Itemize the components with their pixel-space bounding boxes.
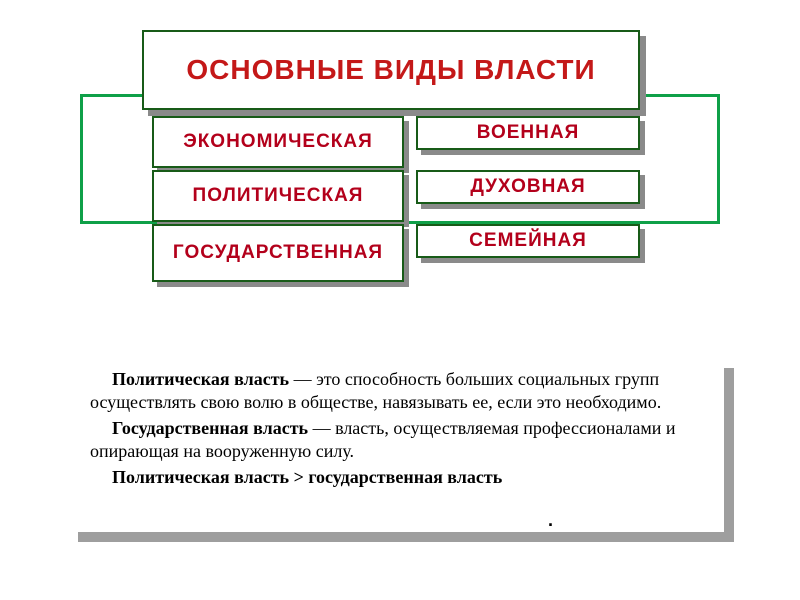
right-item-0: ВОЕННАЯ (416, 116, 640, 150)
left-item-1: ПОЛИТИЧЕСКАЯ (152, 170, 404, 222)
definition-political: Политическая власть — это способность бо… (90, 368, 706, 413)
right-item-2: СЕМЕЙНАЯ (416, 224, 640, 258)
power-types-diagram: ОСНОВНЫЕ ВИДЫ ВЛАСТИ ЭКОНОМИЧЕСКАЯПОЛИТИЧ… (80, 30, 720, 310)
definitions-panel: Политическая власть — это способность бо… (68, 358, 724, 532)
relation-statement: Политическая власть > государственная вл… (90, 466, 706, 489)
term-political: Политическая власть (112, 369, 289, 389)
definition-state: Государственная власть — власть, осущест… (90, 417, 706, 462)
left-item-2: ГОСУДАРСТВЕННАЯ (152, 224, 404, 282)
title-box: ОСНОВНЫЕ ВИДЫ ВЛАСТИ (142, 30, 640, 110)
right-item-1: ДУХОВНАЯ (416, 170, 640, 204)
term-state: Государственная власть (112, 418, 308, 438)
definitions-content: Политическая власть — это способность бо… (68, 358, 724, 532)
trailing-dot: . (548, 510, 553, 531)
left-item-0: ЭКОНОМИЧЕСКАЯ (152, 116, 404, 168)
